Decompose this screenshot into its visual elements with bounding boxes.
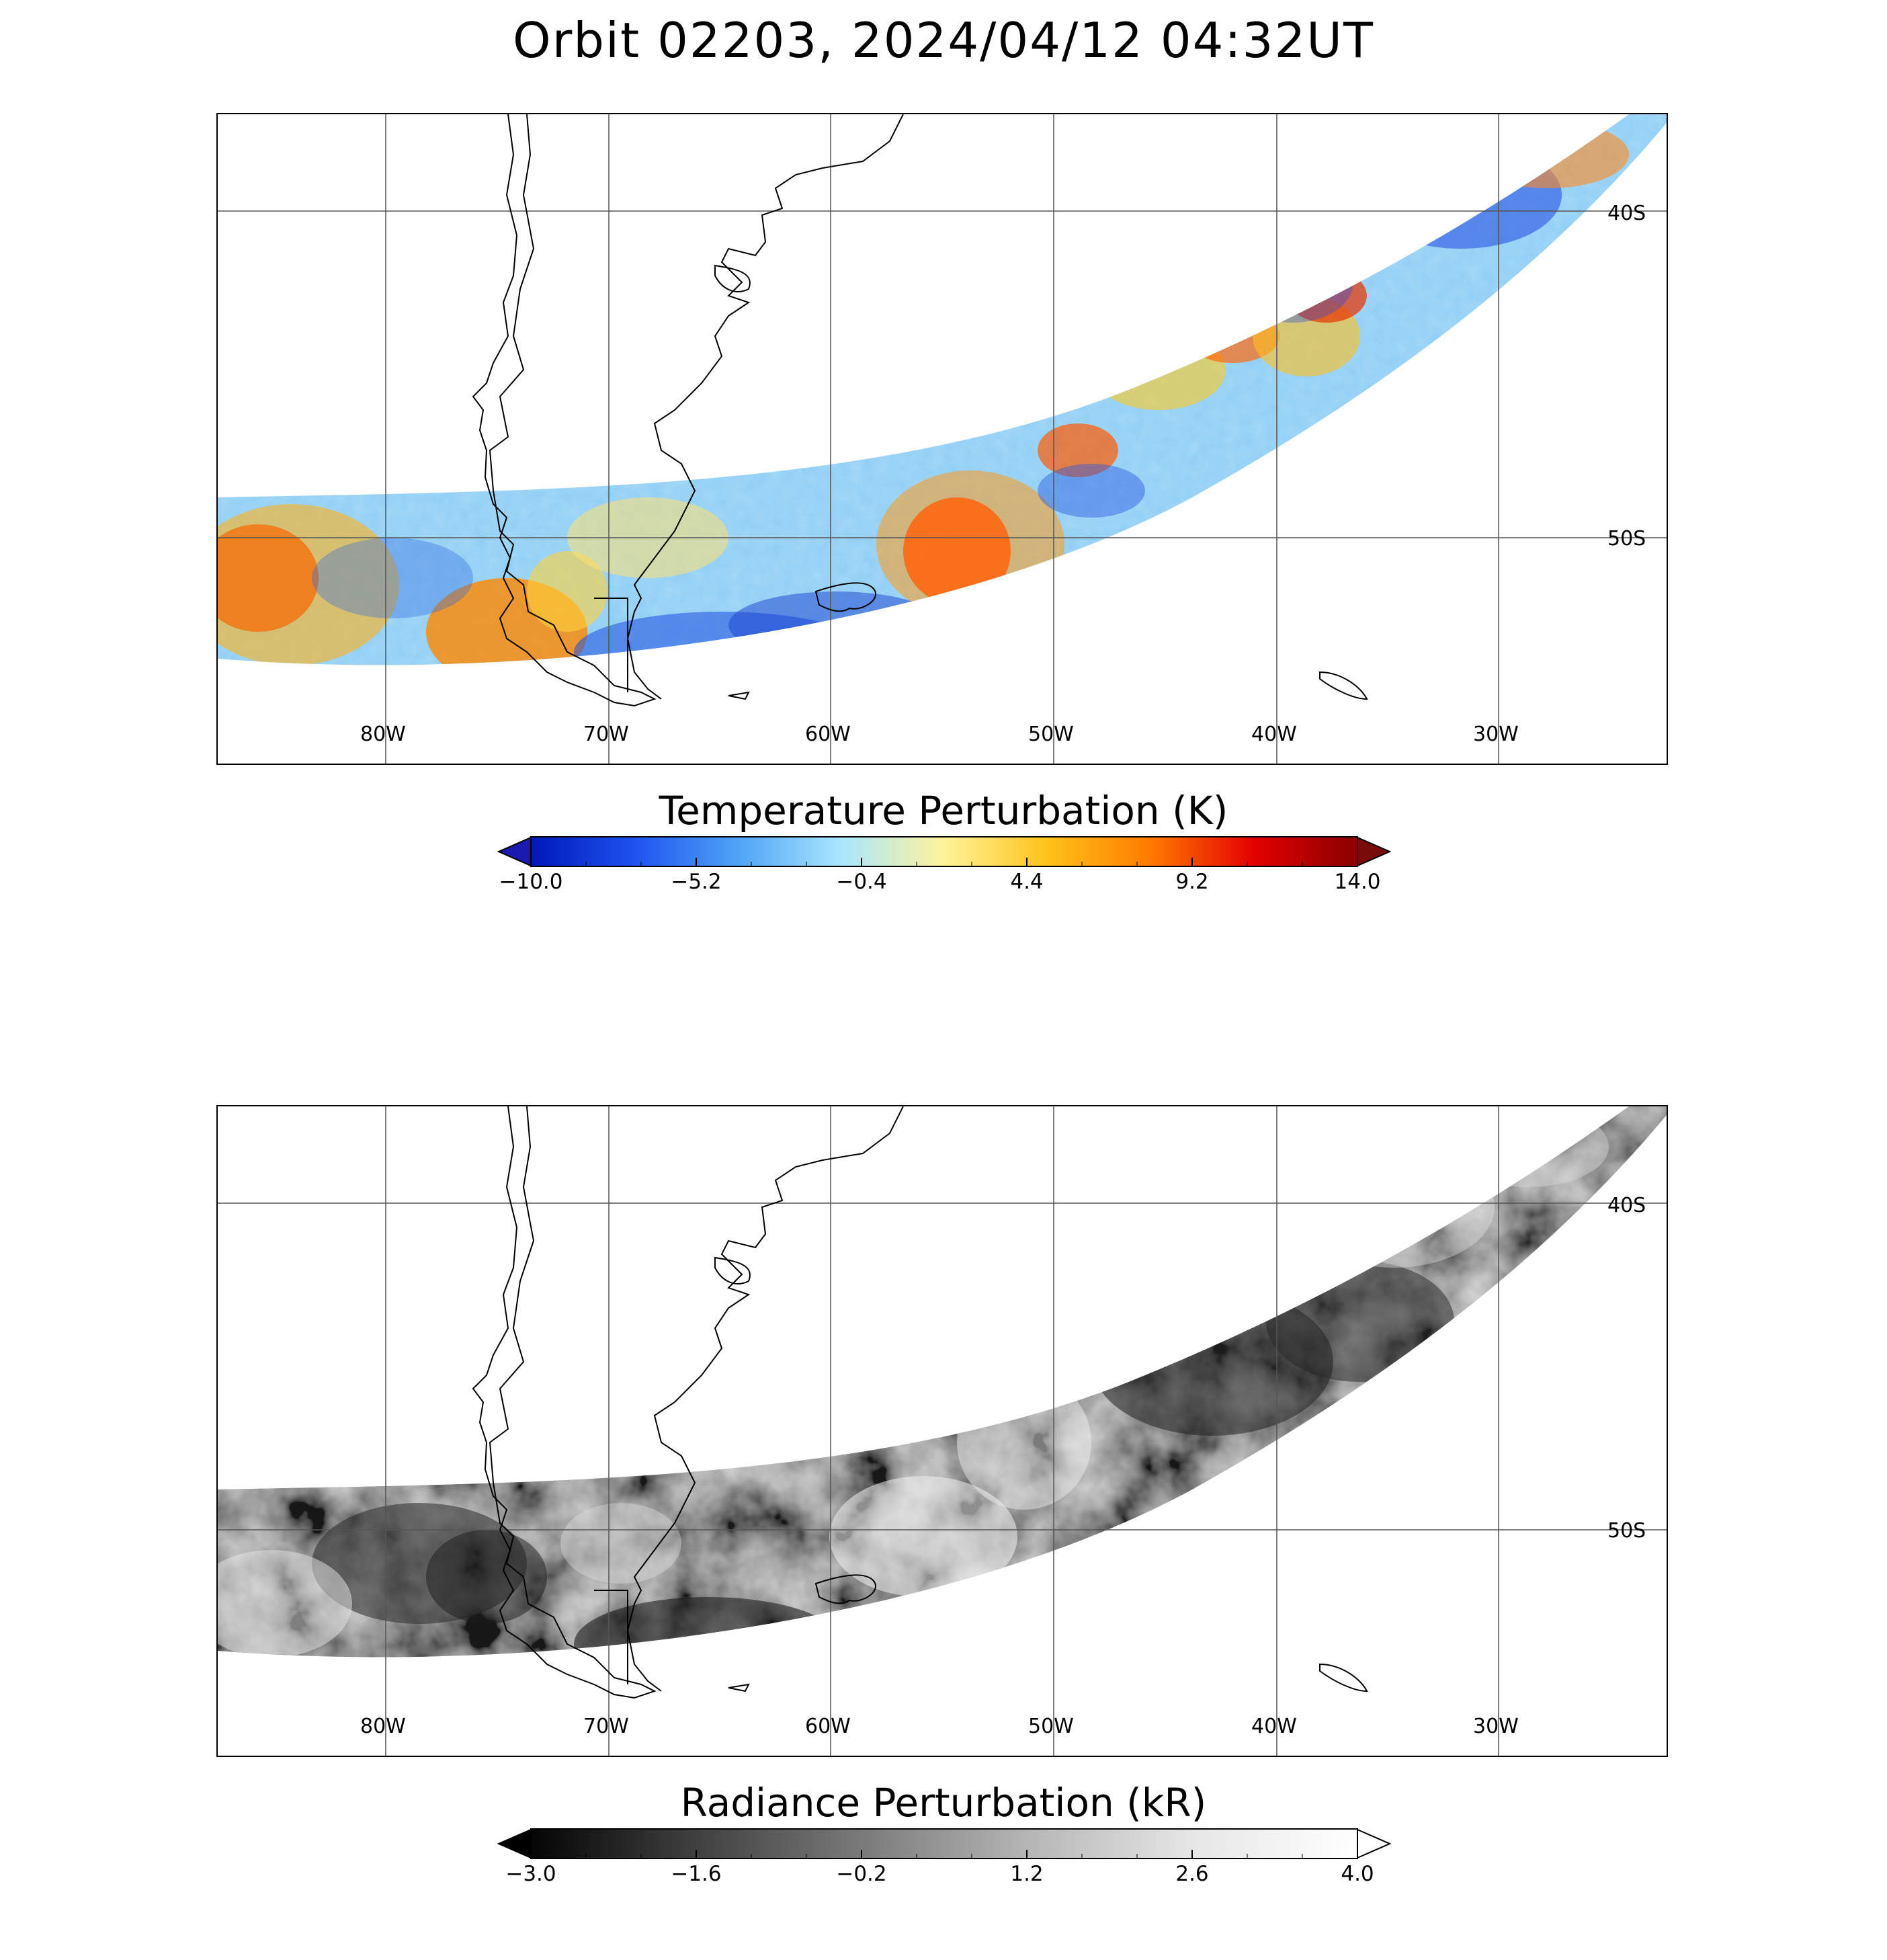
temperature-map <box>218 114 1667 764</box>
colorbar-tick-label: −0.2 <box>836 1862 887 1886</box>
temperature-colorbar <box>497 836 1392 867</box>
colorbar-tick-label: 1.2 <box>1010 1862 1044 1886</box>
colorbar-tick-label: −0.4 <box>836 870 887 894</box>
colorbar-tick-label: 14.0 <box>1334 870 1381 894</box>
colorbar-tick-label: 9.2 <box>1175 870 1209 894</box>
colorbar-tick-label: −10.0 <box>499 870 563 894</box>
colorbar-under-arrow <box>497 836 532 867</box>
radiance-colorbar <box>497 1828 1392 1859</box>
lon-tick-30w: 30W <box>1473 723 1519 746</box>
coastline <box>472 114 1368 707</box>
lon-tick-70w: 70W <box>583 1715 629 1738</box>
lon-tick-60w: 60W <box>805 1715 851 1738</box>
lat-tick-40s: 40S <box>1607 202 1646 225</box>
figure-title: Orbit 02203, 2024/04/12 04:32UT <box>513 12 1374 69</box>
lon-tick-80w: 80W <box>360 1715 406 1738</box>
temperature-swath <box>218 114 1667 665</box>
colorbar-tick-label: 4.4 <box>1010 870 1044 894</box>
radiance-swath <box>218 1106 1667 1658</box>
lon-tick-40w: 40W <box>1251 723 1297 746</box>
colorbar-tick-label: −1.6 <box>671 1862 722 1886</box>
lon-tick-30w: 30W <box>1473 1715 1519 1738</box>
colorbar-under-arrow <box>497 1828 532 1859</box>
radiance-map <box>218 1106 1667 1756</box>
temperature-colorbar-title: Temperature Perturbation (K) <box>659 788 1228 833</box>
lat-tick-50s: 50S <box>1607 527 1646 550</box>
lon-tick-70w: 70W <box>583 723 629 746</box>
radiance-colorbar-title: Radiance Perturbation (kR) <box>680 1780 1207 1826</box>
lat-tick-40s: 40S <box>1607 1194 1646 1217</box>
graticule <box>218 114 1667 764</box>
colorbar-over-arrow <box>1357 836 1392 867</box>
lon-tick-80w: 80W <box>360 723 406 746</box>
radiance-map-panel <box>216 1105 1668 1757</box>
graticule <box>218 1106 1667 1756</box>
lon-tick-40w: 40W <box>1251 1715 1297 1738</box>
colorbar-gradient <box>530 836 1358 867</box>
colorbar-tick-label: −3.0 <box>505 1862 556 1886</box>
lon-tick-50w: 50W <box>1028 723 1074 746</box>
colorbar-tick-label: 2.6 <box>1175 1862 1209 1886</box>
lon-tick-50w: 50W <box>1028 1715 1074 1738</box>
lat-tick-50s: 50S <box>1607 1519 1646 1543</box>
colorbar-tick-label: −5.2 <box>671 870 722 894</box>
colorbar-tick-label: 4.0 <box>1341 1862 1374 1886</box>
colorbar-over-arrow <box>1357 1828 1392 1859</box>
lon-tick-60w: 60W <box>805 723 851 746</box>
colorbar-gradient <box>530 1828 1358 1859</box>
temperature-map-panel <box>216 113 1668 765</box>
coastline <box>472 1106 1368 1699</box>
